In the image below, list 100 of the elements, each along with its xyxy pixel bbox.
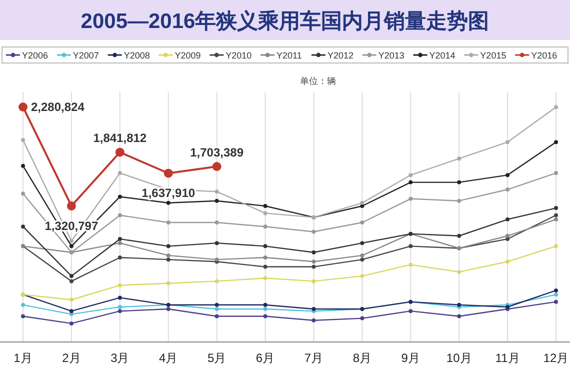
x-tick-label: 12月: [543, 351, 569, 365]
point: [263, 211, 268, 216]
point: [118, 256, 122, 260]
point: [263, 302, 268, 307]
point: [21, 138, 25, 142]
point: [166, 200, 170, 205]
x-tick-label: 2月: [62, 351, 81, 365]
point: [506, 260, 510, 264]
point: [214, 279, 219, 284]
legend-label: Y2012: [327, 50, 354, 60]
point: [408, 180, 413, 184]
point: [408, 244, 413, 248]
point: [554, 213, 558, 218]
x-tick-label: 9月: [401, 351, 420, 365]
point: [263, 276, 268, 280]
point: [506, 217, 510, 222]
point: [554, 217, 558, 222]
point: [360, 258, 364, 262]
legend-label: Y2007: [72, 50, 99, 60]
point: [69, 274, 74, 278]
point: [360, 200, 364, 205]
point: [360, 274, 364, 278]
point: [118, 296, 122, 300]
point: [360, 220, 364, 224]
x-tick-label: 4月: [159, 351, 178, 365]
point: [312, 250, 316, 254]
text: 单位：辆: [300, 76, 336, 86]
point: [118, 194, 122, 199]
point: [506, 234, 510, 238]
point: [21, 314, 25, 318]
point: [69, 279, 74, 284]
x-tick-label: 1月: [14, 351, 32, 365]
legend-label: Y2015: [480, 50, 506, 60]
point: [118, 309, 122, 314]
point: [312, 230, 316, 234]
point: [312, 260, 316, 264]
point: [312, 264, 316, 269]
point: [554, 206, 558, 210]
point: [18, 102, 28, 112]
point: [408, 309, 413, 314]
point: [69, 298, 74, 302]
point: [554, 292, 558, 297]
point: [360, 253, 364, 258]
point: [118, 283, 122, 288]
x-tick-label: 6月: [256, 351, 275, 365]
point: [214, 314, 219, 318]
point: [69, 239, 74, 244]
point: [164, 168, 173, 178]
point: [263, 307, 268, 312]
data-label: 1,703,389: [190, 145, 244, 160]
point: [166, 281, 170, 286]
point: [457, 314, 462, 318]
x-tick-label: 8月: [352, 351, 372, 365]
point: [166, 253, 170, 258]
legend-label: Y2013: [378, 50, 404, 60]
point: [118, 241, 122, 246]
point: [166, 258, 170, 262]
point: [263, 244, 268, 248]
point: [554, 140, 558, 144]
point: [214, 241, 219, 246]
point: [21, 224, 25, 229]
chart-title: 2005—2016年狭义乘用车国内月销量走势图: [80, 9, 490, 33]
point: [312, 318, 316, 322]
point: [166, 307, 170, 312]
point: [506, 140, 510, 144]
point: [263, 256, 268, 260]
data-label: 2,280,824: [31, 100, 85, 114]
point: [506, 188, 510, 192]
point: [408, 262, 413, 267]
point: [263, 264, 268, 269]
legend-label: Y2009: [174, 50, 201, 60]
point: [408, 173, 413, 178]
point: [263, 314, 268, 318]
point: [166, 244, 170, 248]
x-tick-label: 7月: [304, 351, 324, 365]
point: [214, 220, 219, 224]
point: [457, 198, 462, 203]
point: [457, 234, 462, 238]
x-tick-label: 10月: [446, 351, 472, 365]
point: [21, 192, 25, 196]
data-label: 1,637,910: [142, 186, 196, 200]
legend-label: Y2014: [429, 50, 456, 60]
point: [263, 204, 268, 208]
x-tick-label: 3月: [110, 351, 130, 365]
point: [118, 236, 122, 241]
point: [115, 148, 124, 157]
point: [554, 171, 558, 176]
point: [457, 270, 462, 274]
data-label: 1,841,812: [93, 131, 147, 146]
point: [66, 201, 76, 210]
point: [506, 173, 510, 178]
point: [360, 241, 364, 246]
point: [118, 213, 122, 218]
point: [554, 105, 558, 110]
point: [69, 321, 74, 326]
point: [457, 156, 462, 161]
point: [212, 162, 222, 171]
point: [214, 302, 219, 307]
point: [69, 244, 74, 248]
legend-label: Y2010: [226, 50, 252, 60]
